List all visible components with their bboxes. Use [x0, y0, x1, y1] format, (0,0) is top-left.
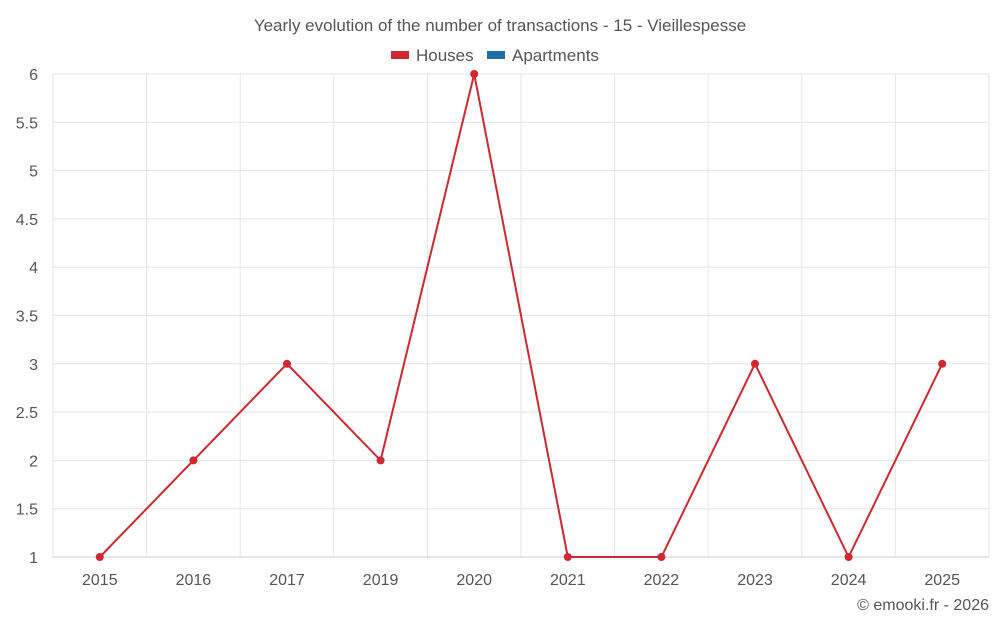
x-tick-label: 2022 — [644, 572, 680, 589]
data-point-houses[interactable] — [751, 359, 759, 368]
data-point-houses[interactable] — [189, 456, 198, 465]
x-tick-label: 2015 — [82, 572, 118, 589]
data-point-houses[interactable] — [283, 359, 291, 368]
y-tick-label: 5.5 — [16, 115, 38, 132]
x-tick-label: 2019 — [363, 572, 399, 589]
y-tick-labels: 1 1.5 2 2.5 3 3.5 4 4.5 5 5.5 6 — [16, 67, 38, 567]
x-tick-label: 2024 — [831, 572, 867, 589]
data-point-houses[interactable] — [95, 553, 104, 561]
y-tick-label: 1 — [29, 550, 38, 567]
x-tick-label: 2016 — [176, 572, 212, 589]
x-tick-label: 2020 — [456, 572, 492, 589]
data-point-houses[interactable] — [563, 553, 572, 561]
legend-swatch-apartments — [487, 51, 505, 59]
data-point-houses[interactable] — [657, 553, 666, 561]
credit-text: © emooki.fr - 2026 — [857, 597, 989, 614]
data-point-houses[interactable] — [938, 359, 947, 368]
y-tick-label: 6 — [29, 67, 38, 84]
x-tick-label: 2025 — [924, 572, 960, 589]
series-houses — [95, 70, 947, 561]
legend-label-apartments: Apartments — [512, 46, 599, 65]
legend: Houses Apartments — [391, 46, 599, 65]
data-point-houses[interactable] — [470, 70, 479, 78]
y-tick-label: 3.5 — [16, 309, 38, 326]
data-point-houses[interactable] — [376, 456, 385, 465]
legend-label-houses: Houses — [416, 46, 474, 65]
y-tick-label: 4 — [29, 260, 38, 277]
y-tick-label: 3 — [29, 357, 38, 374]
x-tick-label: 2017 — [269, 572, 305, 589]
chart-title: Yearly evolution of the number of transa… — [254, 16, 746, 35]
legend-swatch-houses — [391, 51, 409, 59]
legend-item-houses[interactable]: Houses — [391, 46, 474, 65]
y-tick-label: 1.5 — [16, 502, 38, 519]
x-tick-labels: 2015 2016 2017 2019 2020 2021 2022 2023 2024 2025 — [82, 572, 960, 589]
data-point-houses[interactable] — [844, 553, 853, 561]
y-tick-label: 4.5 — [16, 212, 38, 229]
x-tick-label: 2023 — [737, 572, 773, 589]
y-tick-label: 2 — [29, 453, 38, 470]
y-tick-label: 5 — [29, 164, 38, 181]
legend-item-apartments[interactable]: Apartments — [487, 46, 599, 65]
x-tick-label: 2021 — [550, 572, 586, 589]
series-line-houses — [99, 73, 944, 560]
y-tick-label: 2.5 — [16, 405, 38, 422]
